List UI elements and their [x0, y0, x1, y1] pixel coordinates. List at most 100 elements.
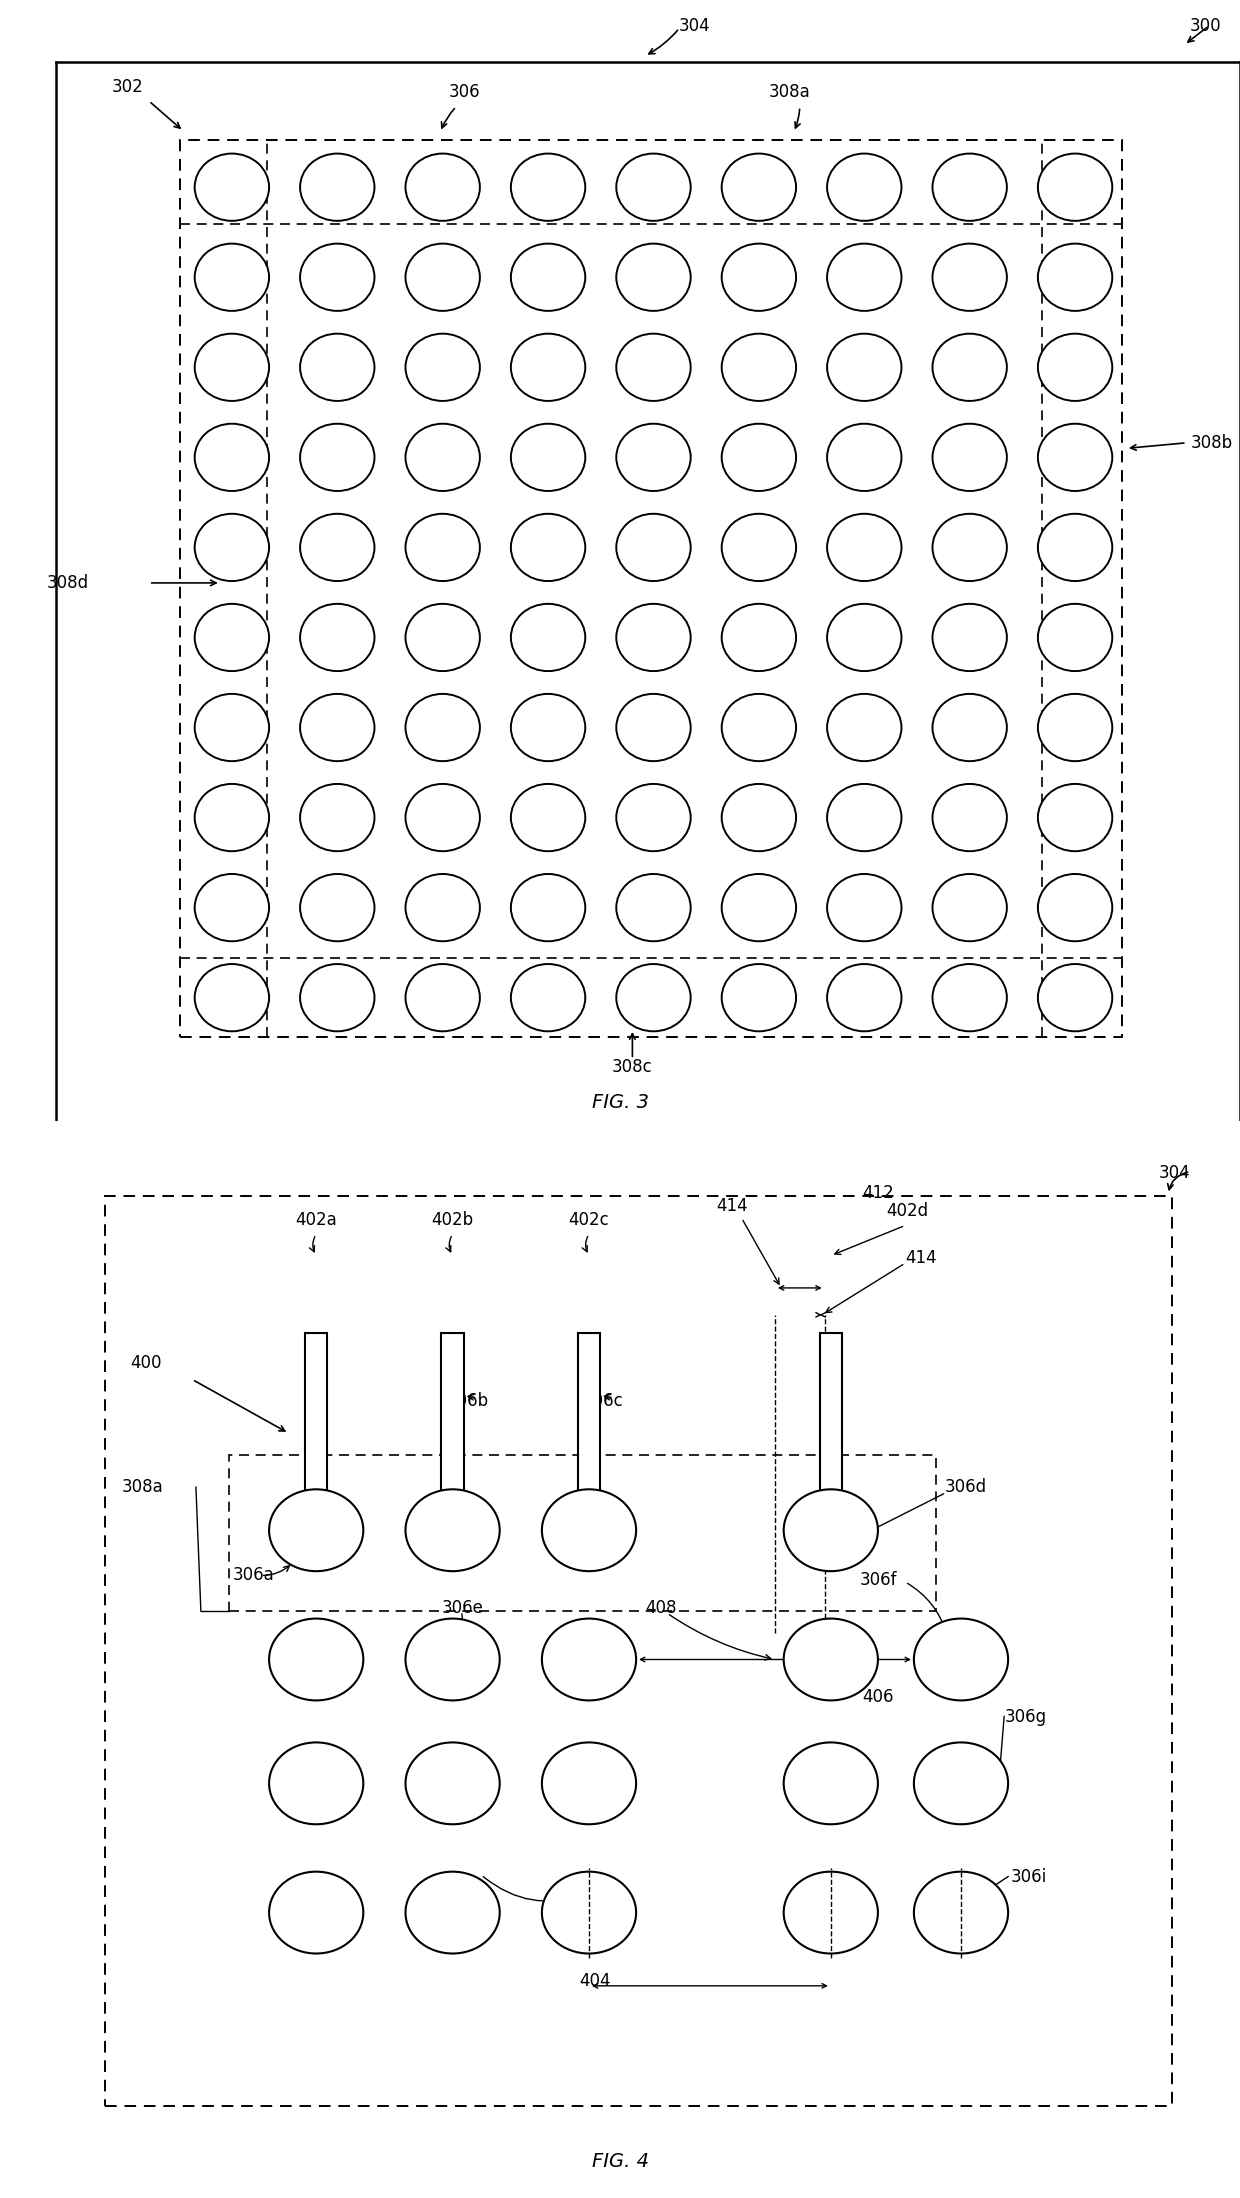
- Text: 304: 304: [678, 18, 711, 35]
- Circle shape: [722, 154, 796, 220]
- Text: 402a: 402a: [295, 1211, 337, 1229]
- Circle shape: [932, 965, 1007, 1031]
- Circle shape: [914, 1618, 1008, 1701]
- Circle shape: [722, 334, 796, 400]
- Circle shape: [300, 875, 374, 941]
- Circle shape: [405, 154, 480, 220]
- Text: 306c: 306c: [583, 1391, 624, 1409]
- Text: 402c: 402c: [569, 1211, 609, 1229]
- Circle shape: [784, 1618, 878, 1701]
- Circle shape: [932, 334, 1007, 400]
- Circle shape: [195, 424, 269, 490]
- Circle shape: [1038, 695, 1112, 761]
- Circle shape: [914, 1743, 1008, 1824]
- Text: 304: 304: [1158, 1165, 1190, 1183]
- Bar: [229, 1455, 936, 1611]
- Circle shape: [269, 1618, 363, 1701]
- Text: 306d: 306d: [945, 1479, 987, 1497]
- Bar: [105, 1196, 1172, 2106]
- Circle shape: [784, 1743, 878, 1824]
- Circle shape: [616, 695, 691, 761]
- Circle shape: [405, 604, 480, 670]
- Circle shape: [1038, 514, 1112, 580]
- Circle shape: [616, 244, 691, 310]
- Circle shape: [932, 154, 1007, 220]
- Text: FIG. 3: FIG. 3: [591, 1092, 649, 1112]
- Circle shape: [932, 244, 1007, 310]
- Circle shape: [932, 875, 1007, 941]
- Circle shape: [827, 334, 901, 400]
- Text: 306f: 306f: [859, 1572, 897, 1589]
- Circle shape: [195, 875, 269, 941]
- Circle shape: [616, 424, 691, 490]
- Text: 306a: 306a: [233, 1567, 275, 1585]
- Text: 308b: 308b: [1190, 433, 1233, 453]
- Circle shape: [405, 1490, 500, 1572]
- Circle shape: [827, 154, 901, 220]
- Circle shape: [1038, 875, 1112, 941]
- Bar: [441, 1332, 464, 1499]
- Circle shape: [405, 1873, 500, 1954]
- Circle shape: [914, 1873, 1008, 1954]
- Text: 306h: 306h: [425, 1877, 467, 1895]
- Text: 400: 400: [130, 1354, 161, 1372]
- Circle shape: [405, 244, 480, 310]
- Text: 308a: 308a: [769, 84, 811, 101]
- Circle shape: [1038, 154, 1112, 220]
- Circle shape: [511, 244, 585, 310]
- Circle shape: [722, 514, 796, 580]
- Text: 308c: 308c: [613, 1057, 652, 1077]
- Circle shape: [827, 695, 901, 761]
- Circle shape: [511, 154, 585, 220]
- Circle shape: [722, 604, 796, 670]
- Bar: [578, 1332, 600, 1499]
- Circle shape: [511, 424, 585, 490]
- Circle shape: [195, 785, 269, 851]
- Text: 414: 414: [905, 1248, 937, 1266]
- Text: 412: 412: [862, 1185, 894, 1202]
- Circle shape: [405, 695, 480, 761]
- Circle shape: [405, 785, 480, 851]
- Circle shape: [722, 244, 796, 310]
- Circle shape: [932, 695, 1007, 761]
- Circle shape: [722, 965, 796, 1031]
- Text: 408: 408: [645, 1598, 676, 1618]
- Circle shape: [195, 244, 269, 310]
- Circle shape: [827, 244, 901, 310]
- Circle shape: [827, 514, 901, 580]
- Circle shape: [269, 1490, 363, 1572]
- Text: 402b: 402b: [432, 1211, 474, 1229]
- Text: 404: 404: [579, 1972, 611, 1989]
- Circle shape: [827, 875, 901, 941]
- Circle shape: [1038, 785, 1112, 851]
- Text: 306: 306: [449, 84, 481, 101]
- Circle shape: [616, 514, 691, 580]
- Circle shape: [511, 965, 585, 1031]
- Circle shape: [195, 334, 269, 400]
- Circle shape: [195, 154, 269, 220]
- Circle shape: [616, 875, 691, 941]
- Circle shape: [511, 695, 585, 761]
- Circle shape: [616, 334, 691, 400]
- Circle shape: [195, 965, 269, 1031]
- Text: 306i: 306i: [1011, 1868, 1047, 1886]
- Circle shape: [722, 875, 796, 941]
- Circle shape: [542, 1490, 636, 1572]
- Circle shape: [269, 1873, 363, 1954]
- Circle shape: [405, 965, 480, 1031]
- Circle shape: [1038, 965, 1112, 1031]
- Circle shape: [195, 514, 269, 580]
- Circle shape: [195, 695, 269, 761]
- Circle shape: [827, 424, 901, 490]
- Circle shape: [405, 1618, 500, 1701]
- Circle shape: [300, 695, 374, 761]
- Text: 308d: 308d: [47, 574, 89, 591]
- Circle shape: [784, 1873, 878, 1954]
- Circle shape: [932, 424, 1007, 490]
- Circle shape: [542, 1618, 636, 1701]
- Circle shape: [722, 424, 796, 490]
- Circle shape: [300, 334, 374, 400]
- Text: 306g: 306g: [1004, 1708, 1047, 1725]
- Circle shape: [827, 604, 901, 670]
- Circle shape: [932, 604, 1007, 670]
